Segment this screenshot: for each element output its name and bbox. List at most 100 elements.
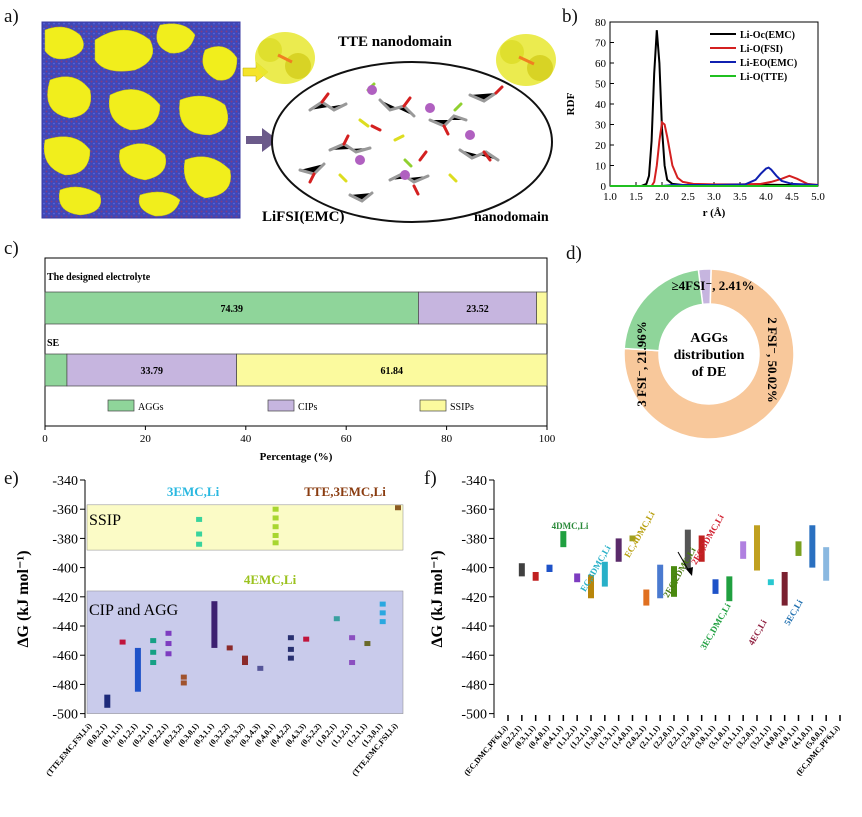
y-axis-label: ΔG (kJ mol⁻¹) — [15, 550, 32, 647]
delta-g-point-12-2 — [287, 655, 294, 661]
delta-g-range-12 — [684, 529, 691, 570]
y-tick-label: -460 — [461, 649, 487, 664]
y-axis-label: ΔG (kJ mol⁻¹) — [429, 550, 446, 647]
x-axis-label: Percentage (%) — [260, 451, 333, 463]
delta-g-point-4-0 — [165, 630, 172, 636]
x-tick-label: 3.0 — [707, 191, 721, 203]
delta-g-bar-7 — [211, 601, 218, 648]
annotation-f-3: EC,4DMC,Li — [622, 509, 657, 559]
y-tick-label: 70 — [595, 38, 607, 50]
slice-label-2fsi: 2 FSI⁻, 50.02% — [765, 317, 780, 403]
category-label: The designed electrolyte — [47, 272, 151, 283]
delta-g-point-15-1 — [349, 660, 356, 666]
annotation-arrowhead — [686, 567, 693, 576]
tte-molecule-left — [255, 32, 315, 84]
molecules-snapshot — [298, 82, 504, 203]
delta-g-range-11 — [671, 566, 677, 597]
annotation-f-5: 3EC,DMC,Li — [698, 601, 733, 651]
chart-f: -340 -360 -380 -400 -420 -440 -460 -480 -500 ΔG (… — [429, 474, 842, 777]
region-label-0: SSIP — [89, 512, 121, 529]
chart-d: AGGs distribution of DE ≥4FSI⁻, 2.41% 2 FSI⁻… — [623, 268, 795, 440]
delta-g-range-15 — [726, 576, 733, 602]
bar-data-label: 61.84 — [381, 366, 404, 377]
delta-g-range-7 — [615, 538, 622, 562]
y-tick-label: -420 — [52, 591, 78, 606]
annotation-tte-3emc: TTE,3EMC,Li — [304, 484, 386, 499]
y-tick-label: -440 — [461, 620, 487, 635]
x-tick-label: 2.0 — [655, 191, 669, 203]
delta-g-range-14 — [712, 579, 719, 594]
delta-g-point-5-0 — [180, 674, 187, 680]
x-category-label: (TTE,EMC,FSI,Li) — [44, 721, 94, 778]
label-nanodomain: nanodomain — [474, 210, 549, 225]
donut-center-text: AGGs — [690, 331, 728, 346]
delta-g-range-10 — [657, 564, 664, 599]
y-axis-label: RDF — [565, 92, 577, 115]
y-tick-label: -400 — [52, 562, 78, 577]
annotation-4emc: 4EMC,Li — [244, 572, 297, 587]
x-tick-label: 0 — [42, 433, 48, 445]
legend-label-2: Li-EO(EMC) — [740, 58, 797, 69]
y-tick-label: 80 — [595, 17, 607, 29]
delta-g-point-6-0 — [196, 516, 203, 522]
bar-segment-cips — [418, 291, 537, 325]
bar-segment-ssips — [236, 353, 548, 387]
delta-g-point-3-2 — [150, 660, 157, 666]
chart-b: 1.0 1.5 2.0 2.5 3.0 3.5 4.0 4.5 5.0 0 10 20 30 40 50 60… — [565, 17, 825, 219]
bar-data-label: 23.52 — [466, 304, 489, 315]
y-tick-label: 50 — [595, 79, 607, 91]
delta-g-range-4 — [574, 573, 581, 583]
y-tick-label: 10 — [595, 161, 607, 173]
delta-g-point-13-0 — [303, 636, 310, 642]
label-tte-nanodomain: TTE nanodomain — [338, 34, 452, 50]
delta-g-point-11-0 — [272, 506, 279, 512]
delta-g-range-22 — [823, 547, 830, 581]
panel-label-d: d) — [566, 243, 582, 264]
delta-g-range-3 — [560, 531, 567, 548]
delta-g-range-20 — [795, 541, 802, 556]
legend-label-3: Li-O(TTE) — [740, 72, 787, 83]
donut-center-text: distribution — [674, 348, 745, 363]
annotation-f-6: 4EC,Li — [746, 618, 769, 647]
delta-g-point-3-1 — [150, 649, 157, 655]
panel-a: TTE nanodomain LiFSI(EMC) nanodomain — [41, 21, 556, 225]
bar-data-label: 33.79 — [141, 366, 164, 377]
delta-g-range-5 — [588, 574, 594, 599]
slice-label-4fsi: ≥4FSI⁻, 2.41% — [672, 278, 755, 293]
y-tick-label: -440 — [52, 620, 78, 635]
region-0 — [86, 504, 404, 551]
delta-g-point-11-3 — [272, 532, 279, 538]
legend-swatch-2 — [419, 399, 447, 412]
delta-g-bar-2 — [134, 647, 141, 692]
delta-g-range-18 — [767, 579, 774, 586]
delta-g-point-4-1 — [165, 641, 172, 647]
y-tick-label: -400 — [461, 562, 487, 577]
delta-g-point-8-0 — [226, 645, 233, 651]
y-tick-label: 20 — [595, 140, 607, 152]
x-tick-label: 1.0 — [603, 191, 617, 203]
delta-g-point-3-0 — [150, 638, 157, 644]
panel-label-b: b) — [562, 6, 578, 27]
y-tick-label: -480 — [461, 678, 487, 693]
y-tick-label: -360 — [52, 503, 78, 518]
delta-g-range-1 — [532, 571, 539, 581]
region-label-1: CIP and AGG — [89, 602, 179, 619]
delta-g-point-12-0 — [287, 635, 294, 641]
bar-data-label: 74.39 — [220, 304, 243, 315]
chart-e: SSIP CIP and AGG -340 -360 -380 -400 -420 -440 -… — [15, 474, 404, 778]
y-tick-label: 30 — [595, 120, 607, 132]
simulation-box — [41, 21, 241, 219]
label-lifsi-emc: LiFSI(EMC) — [262, 209, 345, 225]
bar-segment-aggs — [44, 291, 419, 325]
delta-g-range-21 — [809, 525, 816, 568]
delta-g-point-17-2 — [379, 619, 386, 625]
x-tick-label: 4.0 — [759, 191, 773, 203]
delta-g-point-9-1 — [242, 660, 248, 666]
delta-g-point-5-1 — [180, 680, 187, 686]
delta-g-point-11-1 — [272, 515, 279, 521]
delta-g-range-9 — [643, 589, 650, 606]
bar-segment-ssips — [536, 291, 548, 325]
delta-g-range-17 — [754, 525, 760, 571]
panel-label-f: f) — [424, 468, 437, 489]
delta-g-point-1-0 — [119, 639, 126, 645]
